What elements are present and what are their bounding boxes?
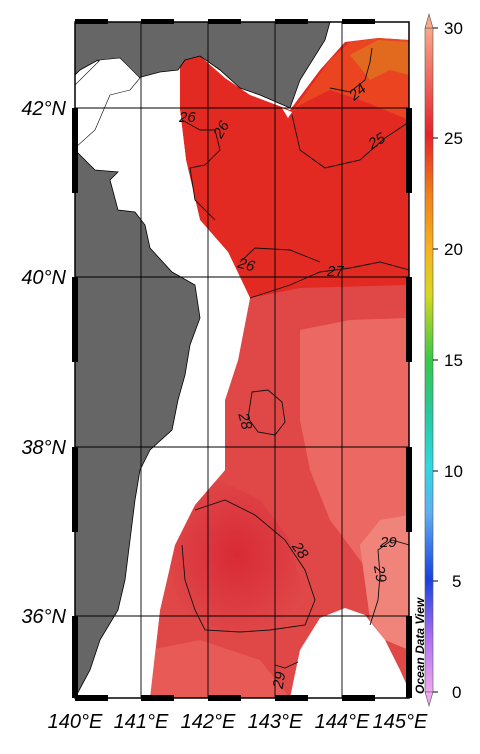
nodata-southeast bbox=[290, 608, 409, 698]
lon-label-142: 142°E bbox=[181, 711, 236, 733]
contour-25 bbox=[291, 114, 409, 169]
contour-label-29-c: 29 bbox=[270, 670, 290, 691]
ocean-data-view-watermark: Ocean Data View bbox=[413, 597, 427, 694]
lon-label-144: 144°E bbox=[315, 711, 370, 733]
contour-lines bbox=[181, 47, 409, 669]
colorbar: 30 25 20 15 10 5 0 bbox=[424, 12, 463, 708]
frame-ticks bbox=[72, 19, 412, 701]
colorbar-label-20: 20 bbox=[444, 240, 463, 259]
contour-28-ring bbox=[247, 389, 286, 436]
sst-field-orange-core bbox=[350, 40, 409, 80]
lat-label-42: 42°N bbox=[21, 98, 66, 120]
contour-label-25: 25 bbox=[364, 129, 388, 153]
nodata-north-notch bbox=[282, 108, 292, 118]
colorbar-label-5: 5 bbox=[452, 572, 461, 591]
contour-label-26-c: 26 bbox=[235, 254, 257, 275]
contour-label-26-a: 26 bbox=[210, 118, 234, 142]
lat-label-38: 38°N bbox=[21, 437, 66, 459]
contour-29-east bbox=[369, 539, 409, 626]
colorbar-top-arrow bbox=[424, 12, 434, 29]
lat-label-36: 36°N bbox=[21, 606, 66, 628]
graticule bbox=[75, 22, 409, 698]
colorbar-label-0: 0 bbox=[452, 683, 461, 702]
colorbar-label-15: 15 bbox=[444, 351, 463, 370]
contour-label-27: 27 bbox=[326, 263, 344, 280]
contour-26-mid bbox=[239, 247, 321, 263]
contour-26-north bbox=[181, 119, 221, 221]
contour-label-26-b: 26 bbox=[178, 109, 196, 126]
colorbar-gradient bbox=[424, 27, 434, 693]
contour-label-28-a: 28 bbox=[234, 410, 255, 432]
colorbar-label-10: 10 bbox=[444, 462, 463, 481]
lat-label-40: 40°N bbox=[21, 267, 66, 289]
nodata-strait bbox=[75, 57, 141, 149]
sst-field-south-warm bbox=[168, 480, 305, 630]
lon-label-141: 141°E bbox=[114, 711, 169, 733]
lon-label-143: 143°E bbox=[248, 711, 303, 733]
colorbar-label-25: 25 bbox=[444, 129, 463, 148]
sst-field-bottom-pale bbox=[150, 640, 290, 698]
lon-label-145: 145°E bbox=[373, 711, 428, 733]
contour-29-south bbox=[274, 661, 299, 669]
contour-label-29-b: 29 bbox=[370, 563, 390, 584]
colorbar-label-30: 30 bbox=[444, 19, 463, 38]
sst-field-north bbox=[180, 38, 409, 298]
contour-24 bbox=[329, 47, 373, 93]
lon-label-140: 140°E bbox=[48, 711, 103, 733]
nodata-coastal-strip bbox=[120, 110, 250, 698]
colorbar-bottom-arrow bbox=[424, 691, 434, 708]
contour-28-south bbox=[181, 499, 316, 633]
land-hokkaido bbox=[75, 22, 331, 109]
contour-27 bbox=[249, 261, 409, 299]
contour-label-29-a: 29 bbox=[379, 534, 397, 551]
